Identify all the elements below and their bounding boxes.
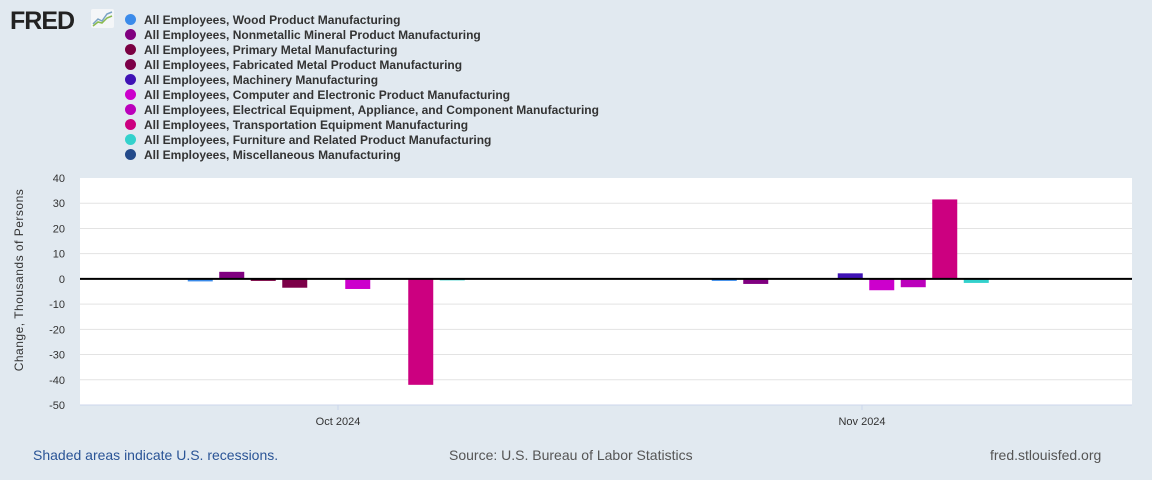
legend-dot-icon [125,89,136,100]
legend-label: All Employees, Wood Product Manufacturin… [144,12,401,27]
source-note: Source: U.S. Bureau of Labor Statistics [449,447,693,463]
legend-dot-icon [125,59,136,70]
legend-item[interactable]: All Employees, Wood Product Manufacturin… [125,12,599,27]
legend-label: All Employees, Transportation Equipment … [144,117,469,132]
legend: All Employees, Wood Product Manufacturin… [125,12,599,162]
y-tick-label: 0 [59,274,65,286]
legend-label: All Employees, Electrical Equipment, App… [144,102,599,117]
y-tick-label: 40 [53,173,65,185]
legend-dot-icon [125,29,136,40]
legend-dot-icon [125,149,136,160]
legend-label: All Employees, Fabricated Metal Product … [144,57,463,72]
legend-item[interactable]: All Employees, Computer and Electronic P… [125,87,599,102]
legend-item[interactable]: All Employees, Electrical Equipment, App… [125,102,599,117]
legend-label: All Employees, Miscellaneous Manufacturi… [144,147,401,162]
bar [932,199,958,279]
legend-item[interactable]: All Employees, Nonmetallic Mineral Produ… [125,27,599,42]
legend-item[interactable]: All Employees, Fabricated Metal Product … [125,57,599,72]
legend-dot-icon [125,104,136,115]
bar [837,273,863,279]
bar [408,278,434,385]
bar [743,278,769,284]
recession-note[interactable]: Shaded areas indicate U.S. recessions. [33,447,279,463]
legend-item[interactable]: All Employees, Transportation Equipment … [125,117,599,132]
plot-area [80,178,1132,405]
y-tick-label: -40 [49,375,65,387]
x-tick-label: Nov 2024 [838,416,885,428]
y-tick-label: 10 [53,249,65,261]
y-tick-label: 30 [53,198,65,210]
legend-label: All Employees, Machinery Manufacturing [144,72,379,87]
bar [282,278,308,288]
legend-label: All Employees, Nonmetallic Mineral Produ… [144,27,481,42]
x-tick-label: Oct 2024 [316,416,361,428]
legend-item[interactable]: All Employees, Machinery Manufacturing [125,72,599,87]
y-tick-label: -30 [49,350,65,362]
bar [869,278,895,291]
legend-dot-icon [125,14,136,25]
legend-item[interactable]: All Employees, Furniture and Related Pro… [125,132,599,147]
legend-label: All Employees, Primary Metal Manufacturi… [144,42,398,57]
bar [187,278,213,282]
bar [219,271,245,279]
legend-dot-icon [125,44,136,55]
y-tick-label: -10 [49,299,65,311]
legend-label: All Employees, Computer and Electronic P… [144,87,511,102]
legend-dot-icon [125,74,136,85]
y-tick-label: -50 [49,400,65,412]
y-tick-label: 20 [53,223,65,235]
bar [963,278,989,283]
site-link[interactable]: fred.stlouisfed.org [990,447,1102,463]
fred-logo[interactable]: FRED [10,7,75,35]
bar [711,278,737,281]
legend-dot-icon [125,134,136,145]
bar [900,278,926,288]
bar [250,278,276,281]
legend-dot-icon [125,119,136,130]
y-tick-label: -20 [49,324,65,336]
chart-logo-icon [91,9,114,28]
legend-item[interactable]: All Employees, Miscellaneous Manufacturi… [125,147,599,162]
legend-item[interactable]: All Employees, Primary Metal Manufacturi… [125,42,599,57]
bar [345,278,371,289]
legend-label: All Employees, Furniture and Related Pro… [144,132,492,147]
chart: 40 30 20 10 0 -10 -20 -30 -40 -50 Oct 2024 Nov 2024 [49,173,1132,428]
